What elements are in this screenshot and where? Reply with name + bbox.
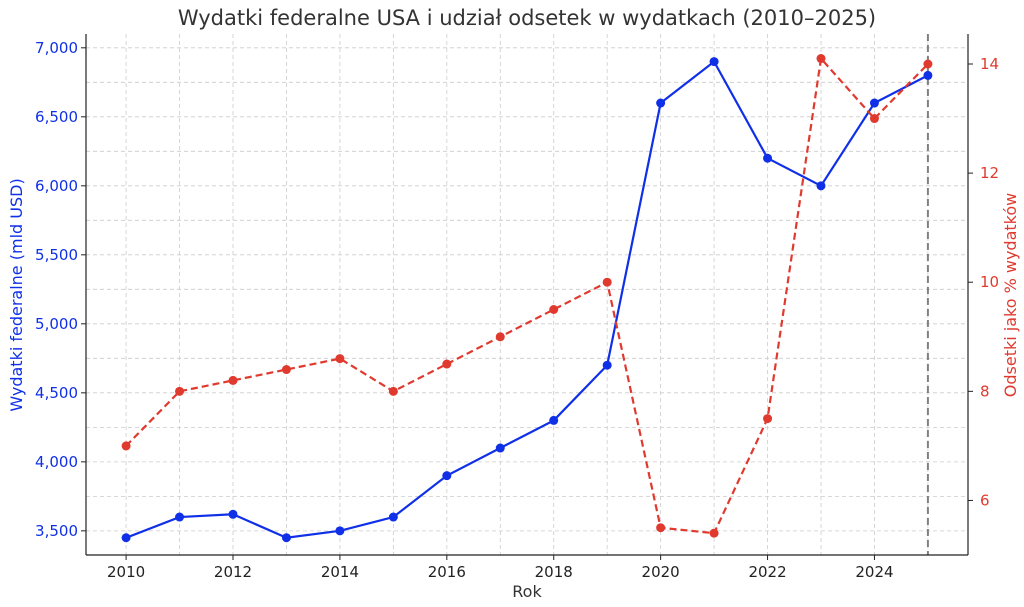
data-point-right xyxy=(869,114,879,124)
data-point-left xyxy=(549,415,559,425)
data-point-right xyxy=(442,359,452,369)
y-tick-label-right: 12 xyxy=(980,164,999,182)
y-tick-label-left: 5,500 xyxy=(35,246,78,264)
x-tick-label: 2020 xyxy=(642,563,680,581)
series-layer xyxy=(121,54,933,543)
data-point-left xyxy=(602,360,612,370)
y-axis-label-left: Wydatki federalne (mld USD) xyxy=(7,178,26,411)
data-point-right xyxy=(175,386,185,396)
data-point-right xyxy=(549,305,559,315)
data-point-left xyxy=(709,57,719,67)
data-point-right xyxy=(816,54,826,64)
y-tick-label-left: 6,000 xyxy=(35,177,78,195)
y-tick-label-right: 10 xyxy=(980,273,999,291)
x-tick-label: 2024 xyxy=(855,563,893,581)
data-point-left xyxy=(335,526,345,536)
y-tick-label-right: 6 xyxy=(980,491,990,509)
data-point-left xyxy=(816,181,826,191)
data-point-right xyxy=(281,365,291,375)
data-point-right xyxy=(656,523,666,533)
axes-layer: 2010 2012 2014 2016 2018 2020 2022 2024 3,500 4,0… xyxy=(35,34,999,581)
data-point-right xyxy=(228,375,238,385)
data-point-right xyxy=(495,332,505,342)
data-point-left xyxy=(281,533,291,543)
x-axis-label: Rok xyxy=(512,582,542,601)
data-point-right xyxy=(388,386,398,396)
data-point-left xyxy=(656,98,666,108)
chart-title: Wydatki federalne USA i udział odsetek w… xyxy=(178,6,876,30)
x-tick-label: 2018 xyxy=(535,563,573,581)
data-point-left xyxy=(763,153,773,163)
data-point-left xyxy=(869,98,879,108)
y-tick-label-left: 3,500 xyxy=(35,522,78,540)
x-tick-label: 2010 xyxy=(107,563,145,581)
y-tick-label-left: 7,000 xyxy=(35,39,78,57)
x-tick-label: 2016 xyxy=(428,563,466,581)
x-tick-label: 2014 xyxy=(321,563,359,581)
y-tick-label-right: 8 xyxy=(980,382,990,400)
data-point-left xyxy=(495,443,505,453)
data-point-left xyxy=(121,533,131,543)
series-line-left xyxy=(125,59,929,539)
data-point-right xyxy=(602,277,612,287)
grid xyxy=(86,34,968,555)
data-point-right xyxy=(763,414,773,424)
data-point-right xyxy=(335,354,345,364)
data-point-left xyxy=(388,512,398,522)
y-tick-label-left: 6,500 xyxy=(35,108,78,126)
data-point-left xyxy=(175,512,185,522)
series-line-right xyxy=(125,56,929,535)
x-tick-label: 2012 xyxy=(214,563,252,581)
y-tick-label-left: 4,500 xyxy=(35,384,78,402)
x-tick-label: 2022 xyxy=(748,563,786,581)
y-tick-label-right: 14 xyxy=(980,55,999,73)
data-point-left xyxy=(923,70,933,80)
y-axis-label-right: Odsetki jako % wydatków xyxy=(1001,193,1020,397)
data-point-left xyxy=(228,509,238,519)
data-point-left xyxy=(442,471,452,481)
data-point-right xyxy=(709,528,719,538)
y-tick-label-left: 5,000 xyxy=(35,315,78,333)
data-point-right xyxy=(121,441,131,451)
y-tick-label-left: 4,000 xyxy=(35,453,78,471)
data-point-right xyxy=(923,59,933,69)
